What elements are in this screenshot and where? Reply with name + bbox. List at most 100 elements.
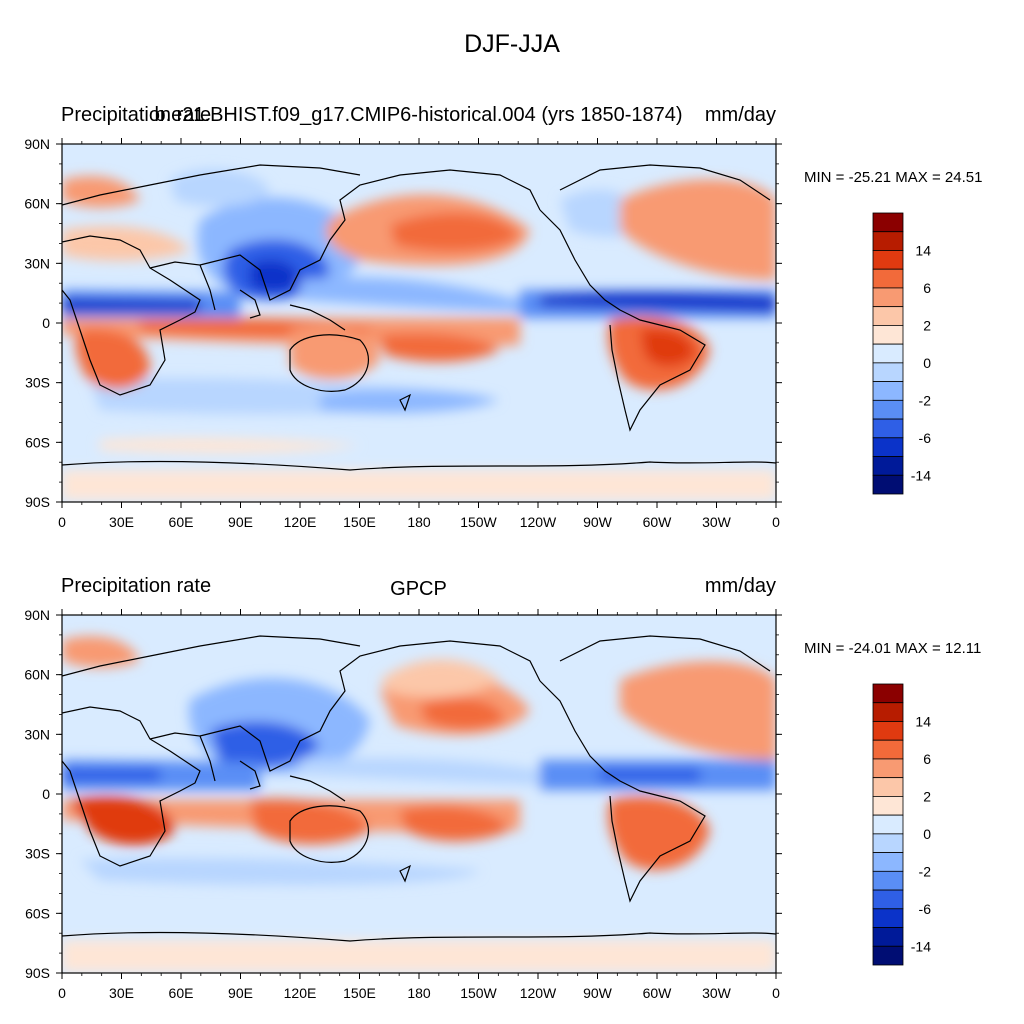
lon-tick-label: 180: [407, 514, 431, 530]
colorbars: 14 6 2 0 -2 -6 -14 14 6 2 0 -2 -6 -14: [872, 212, 932, 966]
colorbar-swatch: [872, 889, 904, 910]
colorbar-swatch: [872, 814, 904, 835]
lon-tick-label: 60W: [643, 514, 673, 530]
lat-tick-label: 30S: [25, 846, 50, 862]
lon-tick-label: 120E: [284, 514, 317, 530]
lat-tick-label: 60N: [24, 196, 50, 212]
colorbar-swatch: [872, 870, 904, 891]
colorbar-swatch: [872, 231, 904, 251]
colorbar-swatch: [872, 399, 904, 420]
colorbar-swatch: [872, 739, 904, 760]
colorbar-label: 14: [915, 242, 931, 258]
colorbar-label: 6: [923, 751, 931, 767]
lon-tick-label: 90W: [583, 514, 613, 530]
lon-tick-label: 120E: [284, 985, 317, 1001]
colorbar-swatch: [872, 908, 904, 928]
min-max-readout: MIN = -24.01 MAX = 12.11: [804, 640, 982, 657]
lon-tick-label: 0: [58, 514, 66, 530]
colorbar-label: 2: [923, 317, 931, 333]
colorbar-swatch: [872, 418, 904, 439]
min-max-readout: MIN = -25.21 MAX = 24.51: [804, 169, 983, 186]
figure-title: DJF-JJA: [464, 30, 560, 58]
colorbar-swatch: [872, 721, 904, 741]
colorbar-swatch: [872, 945, 904, 966]
colorbar-swatch: [872, 927, 904, 947]
lon-tick-label: 60E: [169, 985, 194, 1001]
lon-tick-label: 60E: [169, 514, 194, 530]
panel-units-label: mm/day: [704, 575, 776, 597]
colorbar-swatch: [872, 758, 904, 779]
lon-tick-label: 150W: [460, 514, 497, 530]
lat-tick-label: 30N: [24, 726, 50, 742]
lat-tick-label: 30N: [24, 255, 50, 271]
lat-tick-label: 60N: [24, 667, 50, 683]
colorbar-swatch: [872, 212, 904, 233]
lon-tick-label: 120W: [520, 514, 557, 530]
colorbar-swatch: [872, 324, 904, 345]
panel-left-label: Precipitation rate: [61, 575, 212, 597]
colorbar-label: 14: [915, 713, 931, 729]
colorbar-swatch: [872, 474, 904, 495]
lon-tick-label: 150W: [460, 985, 497, 1001]
lat-tick-label: 0: [42, 786, 50, 802]
lon-tick-label: 30E: [109, 985, 134, 1001]
lon-tick-label: 30W: [702, 514, 732, 530]
colorbar-swatch: [872, 456, 904, 476]
colorbar-label: -14: [911, 938, 931, 954]
colorbar-swatch: [872, 796, 904, 816]
lat-tick-label: 90S: [25, 965, 50, 981]
precip-field-gpcp: [62, 615, 776, 973]
panel-center-label: GPCP: [390, 578, 447, 600]
lon-tick-label: 0: [772, 514, 780, 530]
colorbar-swatch: [872, 833, 904, 853]
lon-tick-label: 150E: [343, 514, 376, 530]
colorbar-label: -6: [919, 901, 932, 917]
lon-tick-label: 150E: [343, 985, 376, 1001]
lon-tick-label: 90E: [228, 985, 253, 1001]
lat-tick-label: 60S: [25, 434, 50, 450]
precip-field-model: [62, 144, 776, 502]
colorbar-swatch: [872, 306, 904, 326]
colorbar-swatch: [872, 702, 904, 722]
colorbar-swatch: [872, 287, 904, 308]
panel-center-label: b.e21.BHIST.f09_g17.CMIP6-historical.004…: [154, 104, 683, 126]
colorbar-label: 6: [923, 280, 931, 296]
colorbar-swatch: [872, 268, 904, 289]
colorbar-swatch: [872, 343, 904, 364]
lat-tick-label: 90S: [25, 494, 50, 510]
lat-tick-label: 0: [42, 315, 50, 331]
lon-tick-label: 90W: [583, 985, 613, 1001]
colorbar-label: -2: [919, 392, 932, 408]
lat-tick-label: 90N: [24, 136, 50, 152]
map-panel-gpcp: Precipitation rate GPCP mm/day MIN = -24…: [0, 0, 1024, 657]
lon-tick-label: 180: [407, 985, 431, 1001]
lon-tick-label: 30E: [109, 514, 134, 530]
lon-tick-label: 90E: [228, 514, 253, 530]
colorbar-label: 2: [923, 788, 931, 804]
map-axes: 90N 60N 30N 0 30S 60S 90S 0 30E 60E 90E 120E 150E 180…: [24, 136, 782, 1001]
panel-left-label: Precipitation rate: [61, 104, 212, 126]
colorbar-label: -14: [911, 467, 931, 483]
colorbar-swatch: [872, 852, 904, 872]
colorbar-label: 0: [923, 355, 931, 371]
lon-tick-label: 0: [772, 985, 780, 1001]
lat-tick-label: 30S: [25, 375, 50, 391]
lat-tick-label: 60S: [25, 905, 50, 921]
lat-tick-label: 90N: [24, 607, 50, 623]
colorbar-swatch: [872, 437, 904, 457]
colorbar-label: -6: [919, 430, 932, 446]
colorbar-swatch: [872, 250, 904, 270]
lon-tick-label: 120W: [520, 985, 557, 1001]
colorbar-label: -2: [919, 863, 932, 879]
lon-tick-label: 60W: [643, 985, 673, 1001]
map-panel-model: Precipitation rate b.e21.BHIST.f09_g17.C…: [0, 0, 1024, 470]
lon-tick-label: 0: [58, 985, 66, 1001]
colorbar-swatch: [872, 362, 904, 383]
colorbar-swatch: [872, 683, 904, 704]
panel-units-label: mm/day: [704, 104, 776, 126]
lon-tick-label: 30W: [702, 985, 732, 1001]
colorbar-swatch: [872, 381, 904, 401]
colorbar-swatch: [872, 777, 904, 797]
colorbar-label: 0: [923, 826, 931, 842]
